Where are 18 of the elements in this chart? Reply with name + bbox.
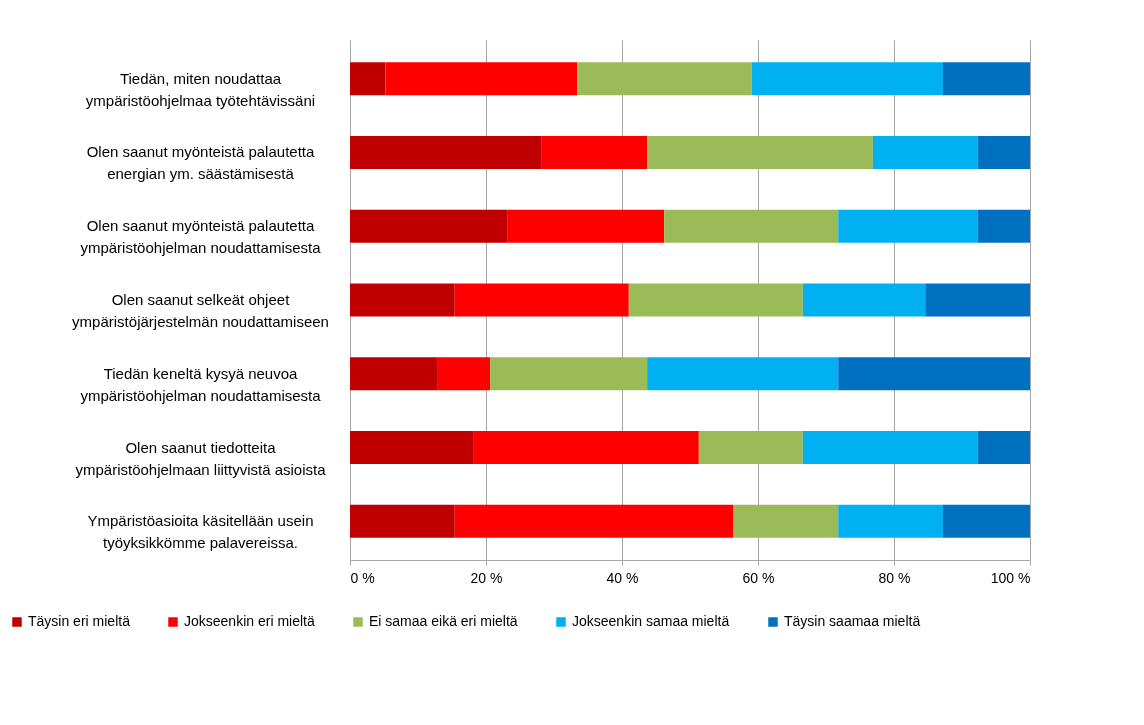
x-tick-label: 100 % xyxy=(990,569,1031,586)
legend-label: Täysin saamaa mieltä xyxy=(784,613,921,629)
y-tick-label: Olen saanut myönteistä palautetta ympäristöohjelman noudattamisesta xyxy=(80,217,322,257)
legend-label: Jokseenkin samaa mieltä xyxy=(572,613,730,629)
x-tick-label: 80 % xyxy=(878,569,911,586)
x-tick-label: 40 % xyxy=(606,569,639,586)
legend-label: Ei samaa eikä eri mieltä xyxy=(369,613,518,629)
y-tick-label: Tiedän keneltä kysyä neuvoa ympäristöohjelman noudattamisesta xyxy=(80,364,322,404)
x-tick-label: 60 % xyxy=(742,569,775,586)
x-tick-label: 0 % xyxy=(350,569,375,586)
y-tick-label: Olen saanut tiedotteita ympäristöohjelmaan liittyvistä asioista xyxy=(75,438,327,478)
y-tick-label: Ympäristöasioita käsitellään usein työyksikkömme palavereissa. xyxy=(87,512,314,552)
y-tick-label: Olen saanut selkeät ohjeet ympäristöjärjestelmän noudattamiseen xyxy=(72,291,329,330)
legend-label: Täysin eri mieltä xyxy=(28,613,131,629)
legend-label: Jokseenkin eri mieltä xyxy=(184,613,315,629)
x-tick-label: 20 % xyxy=(470,569,503,586)
y-tick-label: Olen saanut myönteistä palautetta energian ym. säästämisestä xyxy=(86,143,315,183)
y-tick-label: Tiedän, miten noudattaa ympäristöohjelmaa työtehtävissäni xyxy=(85,69,316,109)
